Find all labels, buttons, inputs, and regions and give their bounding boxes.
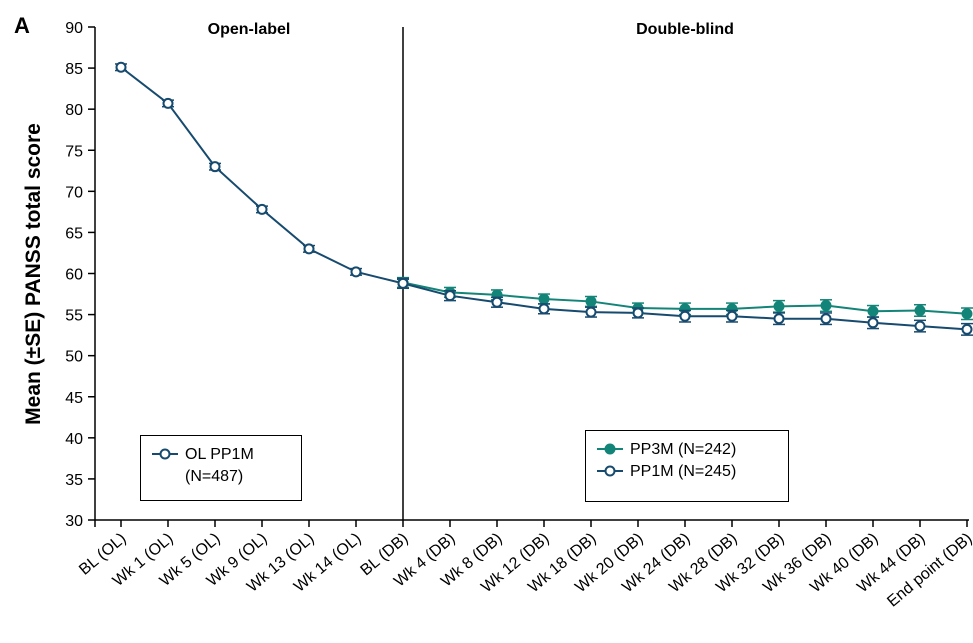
y-tick-label: 70 <box>65 184 83 201</box>
legend: OL PP1M (N=487) <box>140 435 302 501</box>
data-point <box>726 310 738 322</box>
y-tick-label: 60 <box>65 267 83 284</box>
y-tick-label: 55 <box>65 308 83 325</box>
y-tick-label: 85 <box>65 61 83 78</box>
x-tick-label: End point (DB) <box>884 530 973 610</box>
legend-entry: OL PP1M (N=487) <box>151 444 291 488</box>
data-point <box>538 293 550 305</box>
legend-label: PP1M (N=245) <box>630 463 737 480</box>
legend: PP3M (N=242) PP1M (N=245) <box>585 430 789 502</box>
data-point <box>867 317 879 329</box>
legend-entry: PP1M (N=245) <box>596 461 778 483</box>
legend-label: OL PP1M (N=487) <box>185 446 254 485</box>
data-point <box>867 305 879 317</box>
legend-marker <box>604 443 616 455</box>
y-tick-label: 90 <box>65 20 83 37</box>
y-tick-label: 75 <box>65 143 83 160</box>
data-point <box>444 290 456 302</box>
y-tick-label: 50 <box>65 349 83 366</box>
legend-marker <box>159 448 171 460</box>
legend-swatch <box>597 465 623 477</box>
data-point <box>585 295 597 307</box>
data-point <box>209 161 221 173</box>
data-point <box>773 300 785 312</box>
data-point <box>303 243 315 255</box>
legend-label: PP3M (N=242) <box>630 441 737 458</box>
data-point <box>961 323 973 335</box>
y-tick-label: 45 <box>65 390 83 407</box>
data-point <box>773 313 785 325</box>
data-point <box>162 97 174 109</box>
section-label: Double-blind <box>636 21 734 38</box>
data-point <box>397 277 409 289</box>
data-point <box>820 313 832 325</box>
data-point <box>679 310 691 322</box>
y-tick-label: 40 <box>65 431 83 448</box>
panel-label: A <box>14 13 30 38</box>
legend-entry: PP3M (N=242) <box>596 439 778 461</box>
data-point <box>491 296 503 308</box>
data-point <box>961 308 973 320</box>
y-tick-label: 30 <box>65 513 83 530</box>
data-point <box>820 300 832 312</box>
data-point <box>350 266 362 278</box>
data-point <box>115 61 127 73</box>
data-point <box>632 307 644 319</box>
legend-swatch <box>597 443 623 455</box>
y-tick-label: 65 <box>65 225 83 242</box>
data-point <box>538 303 550 315</box>
legend-swatch <box>152 448 178 460</box>
section-label: Open-label <box>208 21 291 38</box>
data-point <box>914 304 926 316</box>
data-point <box>585 306 597 318</box>
legend-marker <box>604 465 616 477</box>
y-axis-label: Mean (±SE) PANSS total score <box>22 123 45 425</box>
data-point <box>914 320 926 332</box>
y-tick-label: 35 <box>65 472 83 489</box>
data-point <box>256 203 268 215</box>
y-tick-label: 80 <box>65 102 83 119</box>
